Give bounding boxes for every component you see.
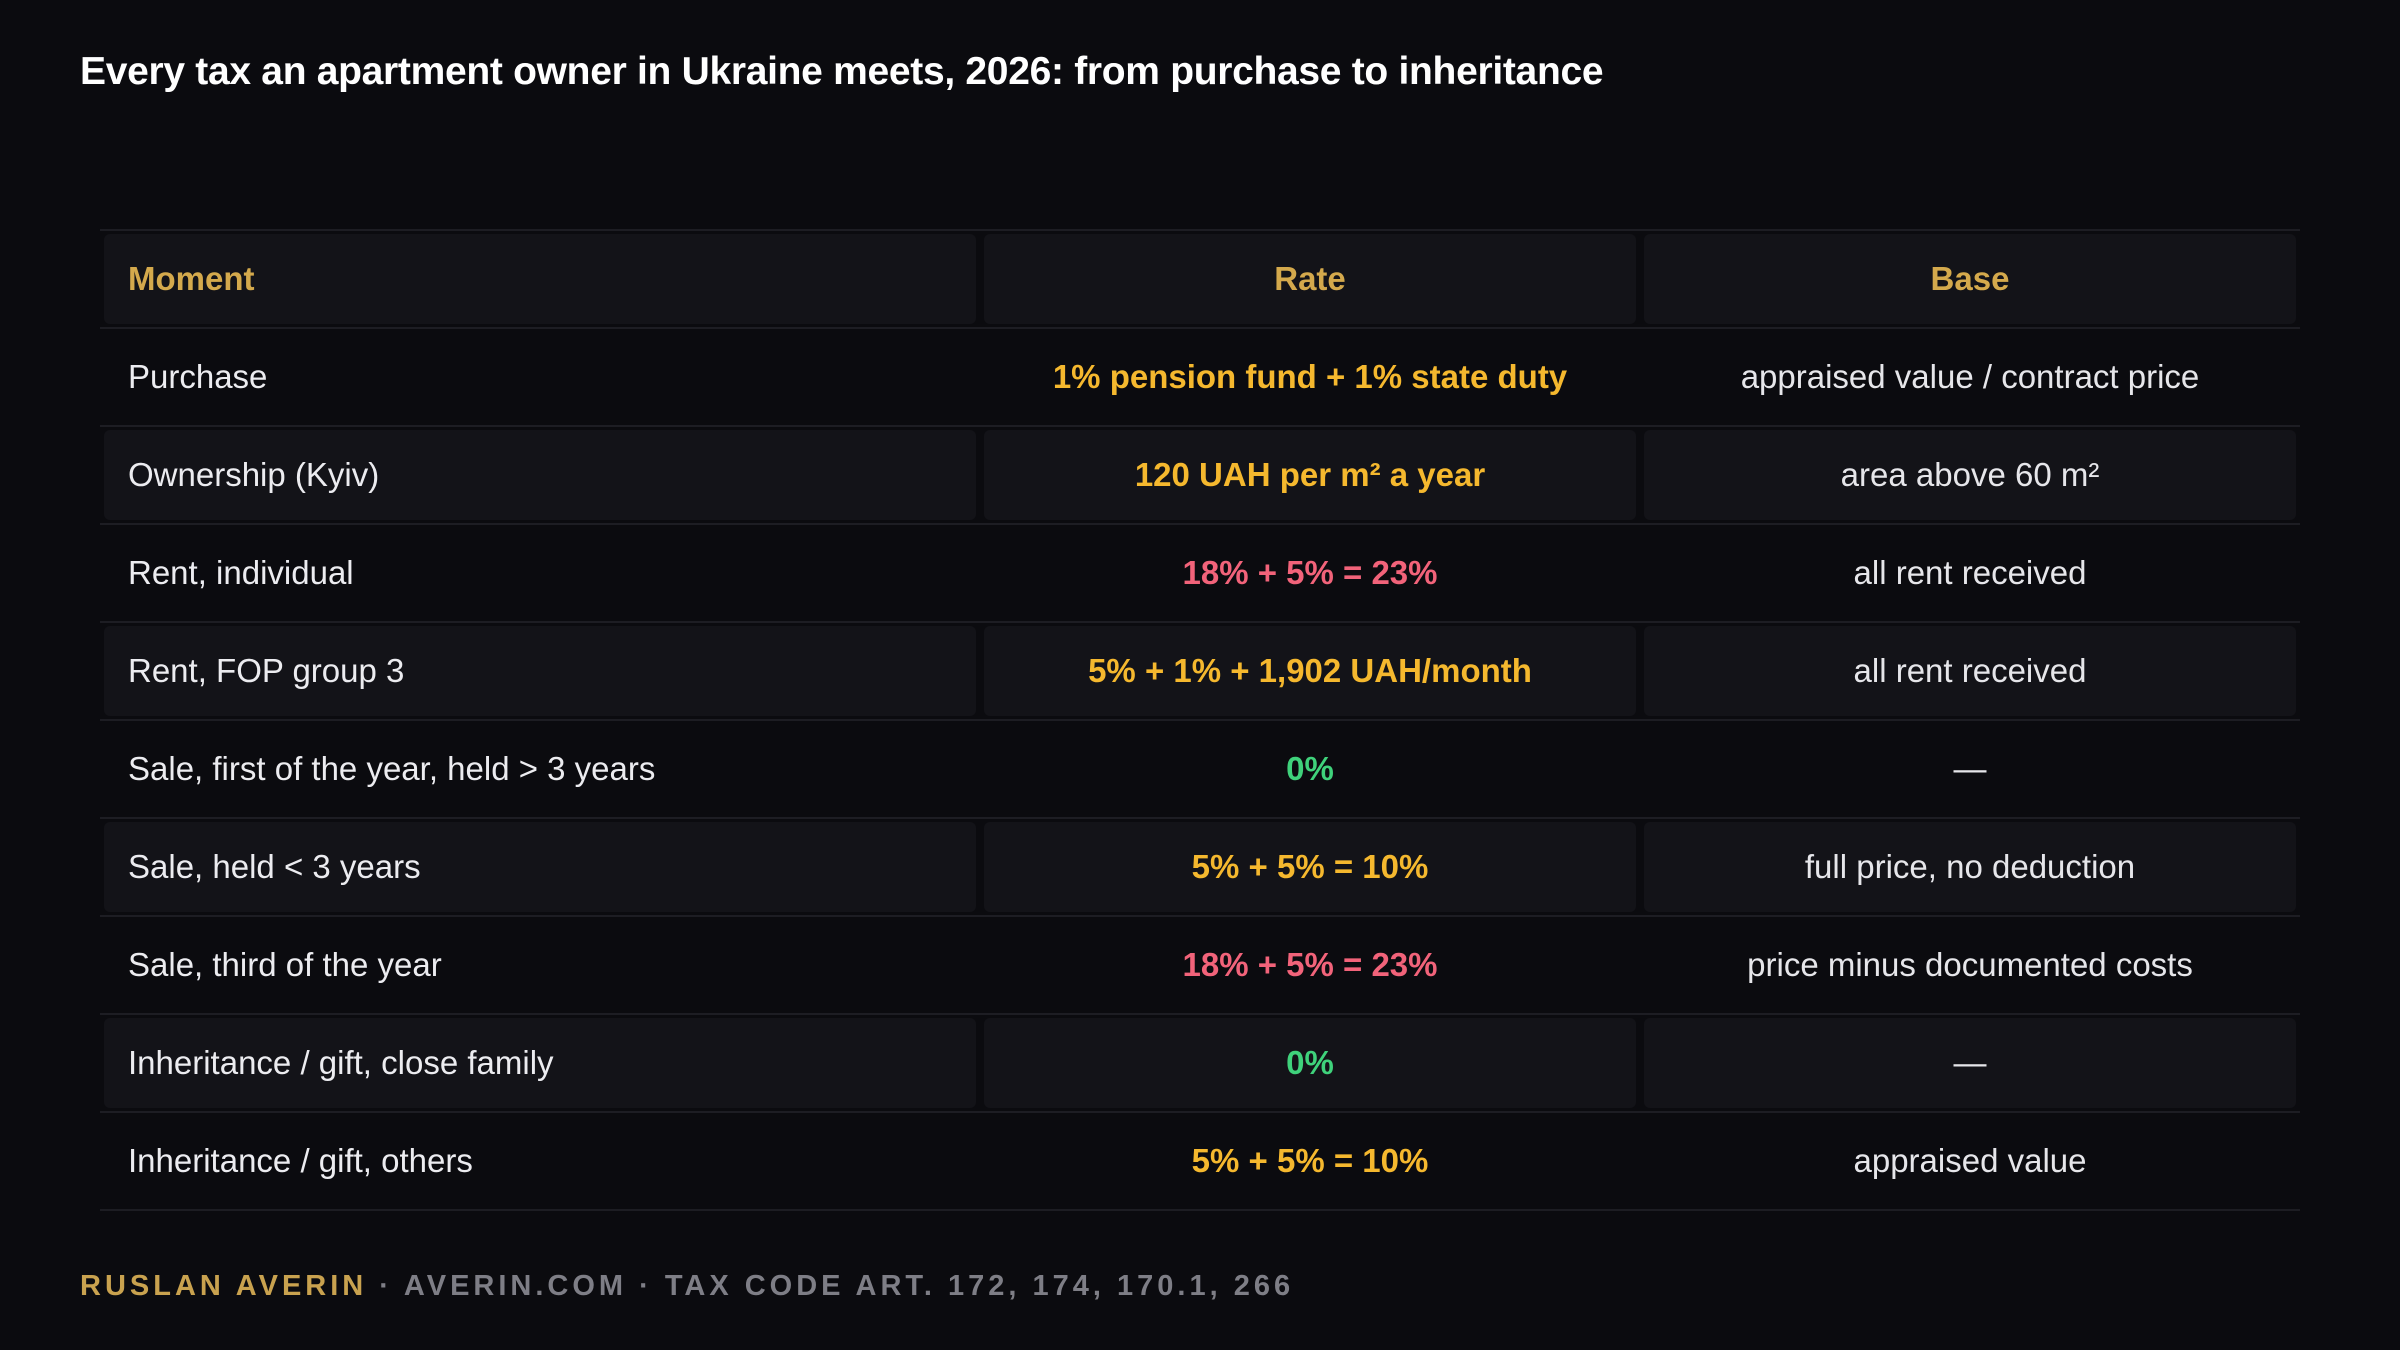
base-cell: price minus documented costs — [1747, 946, 2193, 983]
table-row: Ownership (Kyiv) 120 UAH per m² a year a… — [100, 427, 2300, 525]
base-cell: area above 60 m² — [1644, 430, 2296, 520]
rate-cell: 1% pension fund + 1% state duty — [1052, 358, 1568, 395]
table-row: Sale, held < 3 years 5% + 5% = 10% full … — [100, 819, 2300, 917]
moment-cell: Purchase — [128, 358, 268, 395]
rate-cell: 18% + 5% = 23% — [1182, 554, 1438, 591]
table-row: Inheritance / gift, others 5% + 5% = 10%… — [100, 1113, 2300, 1211]
table-row: Purchase 1% pension fund + 1% state duty… — [100, 329, 2300, 427]
rate-cell: 18% + 5% = 23% — [1182, 946, 1438, 983]
moment-cell: Rent, individual — [128, 554, 354, 591]
base-cell: all rent received — [1853, 554, 2087, 591]
rate-cell: 0% — [1286, 750, 1334, 787]
footer-author: RUSLAN AVERIN — [80, 1270, 368, 1302]
rate-cell: 5% + 5% = 10% — [984, 822, 1636, 912]
source-footer: RUSLAN AVERIN · AVERIN.COM · TAX CODE AR… — [80, 1270, 1294, 1303]
table-row: Sale, third of the year 18% + 5% = 23% p… — [100, 917, 2300, 1015]
column-header-rate: Rate — [984, 234, 1636, 324]
moment-cell: Sale, first of the year, held > 3 years — [128, 750, 656, 787]
table-row: Inheritance / gift, close family 0% — — [100, 1015, 2300, 1113]
table-row: Rent, individual 18% + 5% = 23% all rent… — [100, 525, 2300, 623]
tax-table: Moment Rate Base Purchase 1% pension fun… — [100, 229, 2300, 1211]
table-row: Rent, FOP group 3 5% + 1% + 1,902 UAH/mo… — [100, 623, 2300, 721]
footer-source: · AVERIN.COM · TAX CODE ART. 172, 174, 1… — [367, 1270, 1295, 1302]
base-cell: — — [1953, 750, 1987, 787]
moment-cell: Sale, held < 3 years — [104, 822, 976, 912]
page-title: Every tax an apartment owner in Ukraine … — [80, 50, 1604, 93]
rate-cell: 120 UAH per m² a year — [984, 430, 1636, 520]
base-cell: appraised value — [1853, 1142, 2087, 1179]
base-cell: appraised value / contract price — [1740, 358, 2200, 395]
table-header-row: Moment Rate Base — [100, 231, 2300, 329]
table-row: Sale, first of the year, held > 3 years … — [100, 721, 2300, 819]
rate-cell: 5% + 5% = 10% — [1191, 1142, 1429, 1179]
moment-cell: Sale, third of the year — [128, 946, 442, 983]
base-cell: all rent received — [1644, 626, 2296, 716]
rate-cell: 0% — [984, 1018, 1636, 1108]
moment-cell: Inheritance / gift, close family — [104, 1018, 976, 1108]
moment-cell: Ownership (Kyiv) — [104, 430, 976, 520]
column-header-base: Base — [1644, 234, 2296, 324]
base-cell: — — [1644, 1018, 2296, 1108]
column-header-moment: Moment — [104, 234, 976, 324]
rate-cell: 5% + 1% + 1,902 UAH/month — [984, 626, 1636, 716]
moment-cell: Rent, FOP group 3 — [104, 626, 976, 716]
moment-cell: Inheritance / gift, others — [128, 1142, 473, 1179]
base-cell: full price, no deduction — [1644, 822, 2296, 912]
